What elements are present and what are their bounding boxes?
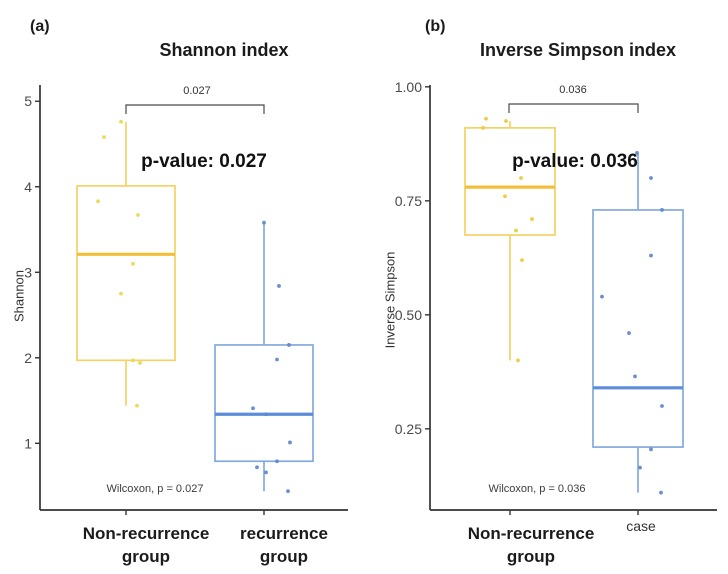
panel-a-group-label-non-recurrence: Non-recurrence group xyxy=(83,522,210,568)
y-tick-label: 1.00 xyxy=(395,79,422,95)
jitter-point xyxy=(649,447,653,452)
jitter-point xyxy=(638,465,642,470)
group-label-line: group xyxy=(506,547,556,566)
panel-a-pvalue-label: p-value: 0.027 xyxy=(141,151,267,172)
jitter-point xyxy=(484,116,488,121)
panel-a-bracket-label: 0.027 xyxy=(183,85,211,97)
jitter-point xyxy=(635,151,639,155)
y-tick-label: 0.75 xyxy=(395,193,422,209)
panel-a-letter: (a) xyxy=(30,18,50,35)
jitter-point xyxy=(136,213,140,217)
panel-a-title: Shannon index xyxy=(159,40,289,60)
jitter-point xyxy=(135,403,139,408)
jitter-point xyxy=(481,125,485,130)
jitter-point xyxy=(504,119,508,123)
jitter-point xyxy=(287,343,291,347)
jitter-point xyxy=(131,358,135,363)
group-label-line: group xyxy=(259,547,309,566)
jitter-point xyxy=(277,284,281,288)
jitter-point xyxy=(102,135,106,140)
jitter-point xyxy=(288,440,292,445)
y-tick-label: 0.50 xyxy=(395,307,422,323)
y-tick-label: 1 xyxy=(24,435,32,451)
y-tick-label: 5 xyxy=(24,93,32,109)
panel-b-pvalue-label: p-value: 0.036 xyxy=(512,151,638,172)
jitter-point xyxy=(286,489,290,494)
box xyxy=(76,185,176,362)
box xyxy=(464,127,556,236)
jitter-point xyxy=(96,199,100,204)
panel-b-y-axis-title: Inverse Simpson xyxy=(382,251,398,349)
jitter-point xyxy=(660,208,664,212)
jitter-point xyxy=(600,294,604,299)
significance-bracket xyxy=(125,104,265,114)
jitter-point xyxy=(659,490,663,495)
panel-a-y-axis-title: Shannon xyxy=(11,269,27,323)
panel-b-bracket-label: 0.036 xyxy=(559,84,587,96)
jitter-point xyxy=(649,253,653,258)
significance-bracket xyxy=(508,103,639,113)
jitter-point xyxy=(514,228,518,233)
jitter-point xyxy=(530,217,534,221)
jitter-point xyxy=(649,176,653,180)
group-label-line: group xyxy=(121,547,171,566)
box xyxy=(214,344,314,463)
jitter-point xyxy=(251,406,255,411)
jitter-point xyxy=(519,176,523,180)
panel-b-wilcoxon-caption: Wilcoxon, p = 0.036 xyxy=(488,483,586,495)
jitter-point xyxy=(262,220,266,225)
jitter-point xyxy=(264,470,268,475)
jitter-point xyxy=(255,465,259,470)
y-tick-label: 3 xyxy=(24,264,32,280)
jitter-point xyxy=(131,261,135,266)
jitter-point xyxy=(503,194,507,199)
jitter-point xyxy=(660,404,664,408)
panel-a-group-label-recurrence: recurrence group xyxy=(240,522,328,568)
group-label-line: recurrence xyxy=(240,524,328,543)
jitter-point xyxy=(264,412,268,417)
y-tick-label: 4 xyxy=(24,179,32,195)
group-label-line: Non-recurrence xyxy=(82,524,210,543)
group-label-line: Non-recurrence xyxy=(467,524,595,543)
jitter-point xyxy=(275,357,279,362)
group-label-line: case xyxy=(626,518,656,534)
jitter-point xyxy=(516,358,520,363)
panel-b-group-label-case: case xyxy=(626,518,656,535)
box xyxy=(592,209,684,448)
jitter-point xyxy=(520,258,524,263)
jitter-point xyxy=(119,291,123,296)
y-tick-label: 0.25 xyxy=(395,421,422,437)
jitter-point xyxy=(138,361,142,365)
panel-b-title: Inverse Simpson index xyxy=(479,40,677,60)
jitter-point xyxy=(633,374,637,379)
panel-a-wilcoxon-caption: Wilcoxon, p = 0.027 xyxy=(106,483,204,495)
jitter-point xyxy=(627,331,631,335)
jitter-point xyxy=(119,119,123,124)
panel-b-group-label-non-recurrence: Non-recurrence group xyxy=(468,522,595,568)
y-tick-label: 2 xyxy=(24,350,32,366)
jitter-point xyxy=(275,459,279,464)
panel-b-letter: (b) xyxy=(425,18,446,35)
